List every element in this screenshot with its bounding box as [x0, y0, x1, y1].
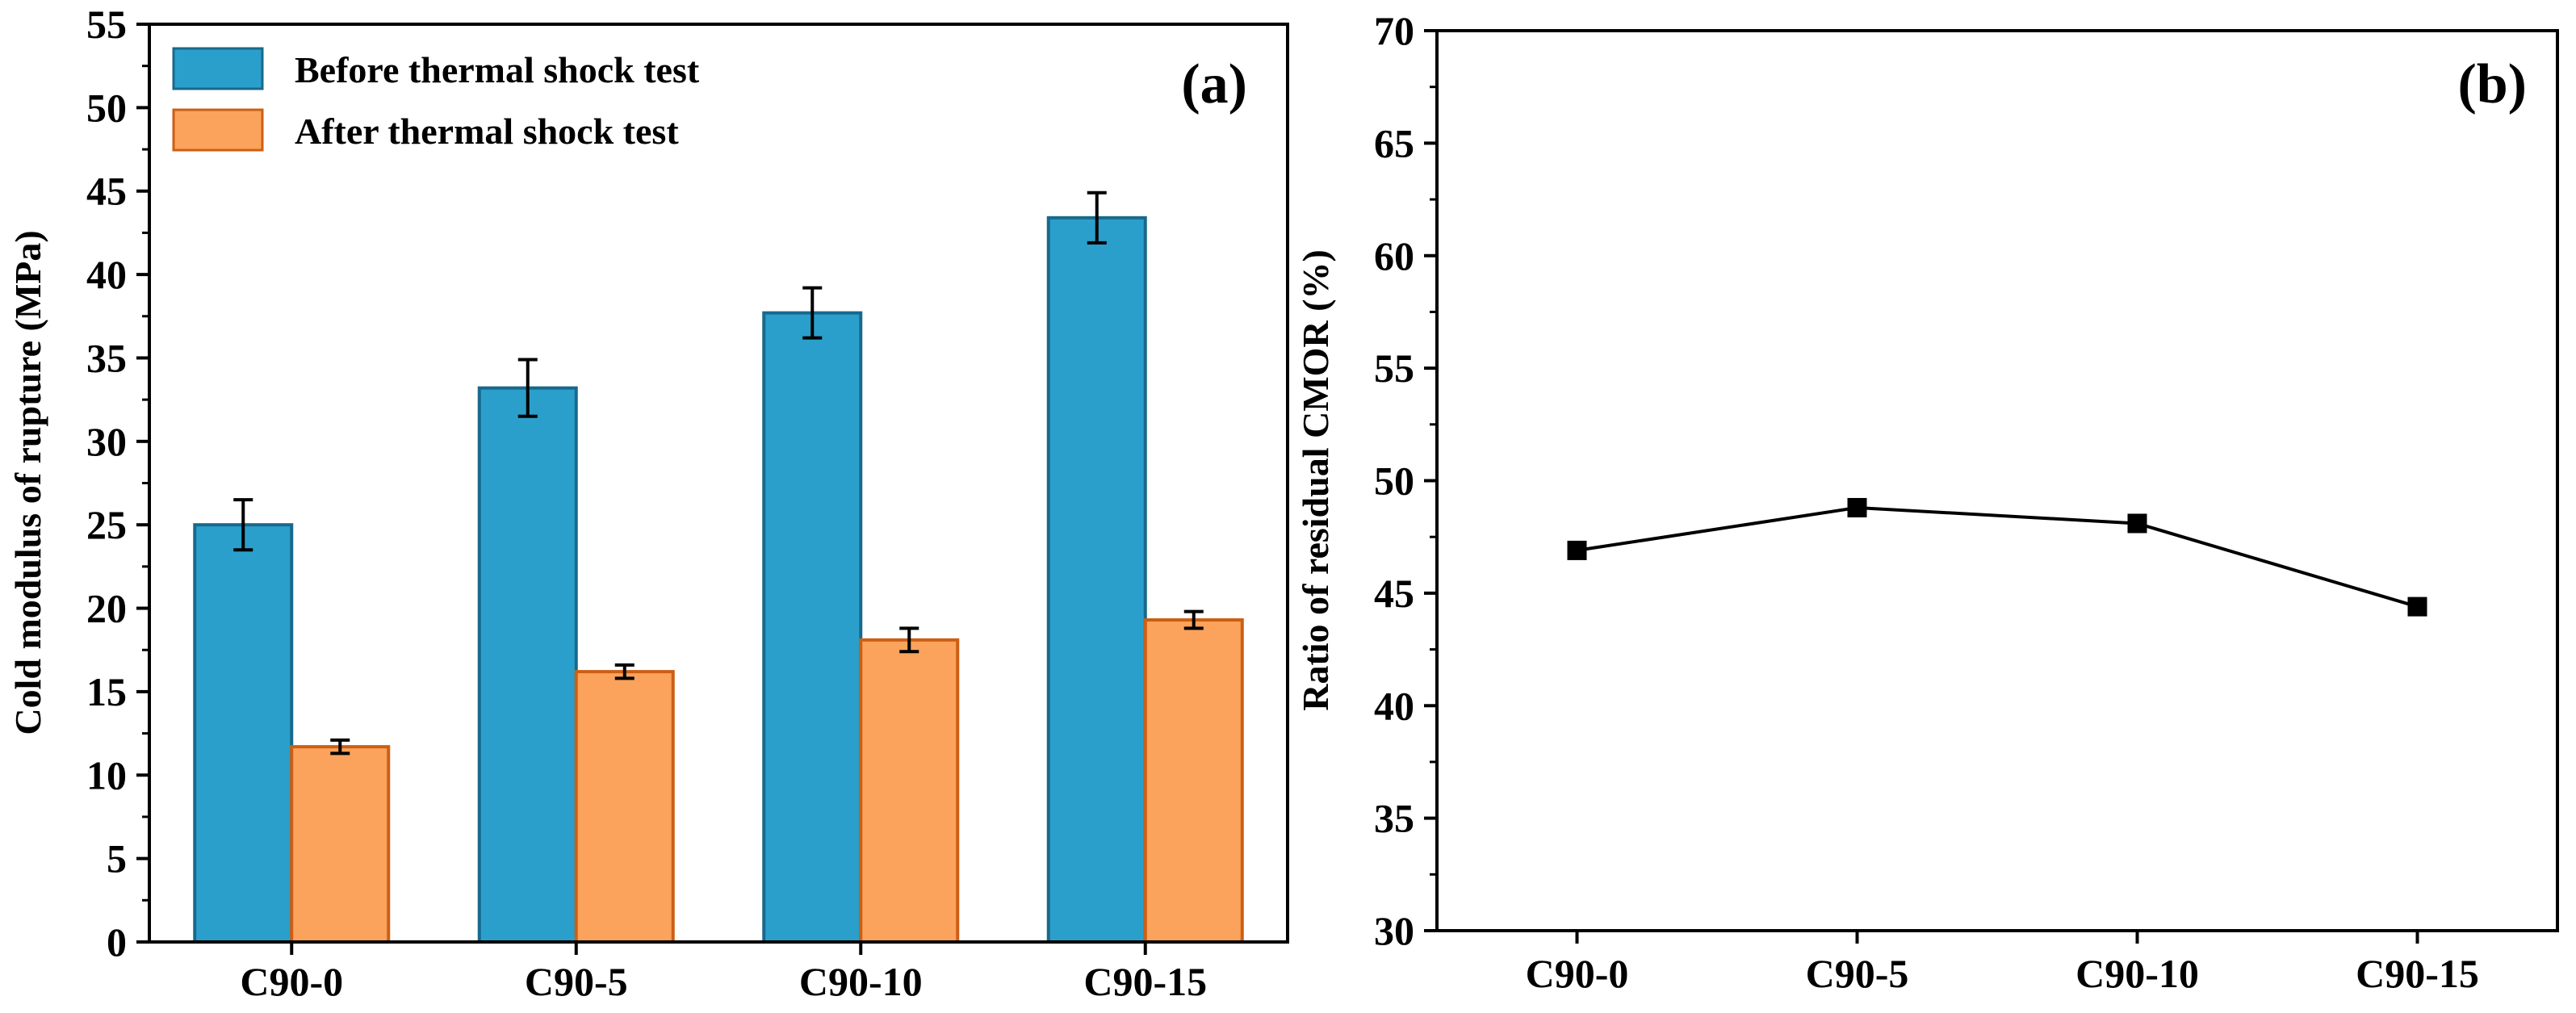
bar-before-C90-10 [762, 311, 863, 944]
panel-b-line-series [1567, 497, 2427, 617]
y-tick-label: 5 [107, 836, 127, 881]
y-tick-label: 15 [86, 669, 127, 714]
x-tick-label: C90-0 [240, 959, 343, 1004]
y-tick-label: 50 [86, 85, 127, 130]
panel-b-y-ticks: 30 35 40 45 50 55 60 65 70 [1374, 8, 1437, 953]
y-tick-label: 50 [1374, 458, 1414, 504]
data-point-C90-5 [1847, 497, 1867, 517]
panel-b-x-ticks: C90-0 C90-5 C90-10 C90-15 [1526, 931, 2479, 996]
y-tick-label: 0 [107, 919, 127, 965]
x-tick-label: C90-15 [1083, 959, 1207, 1004]
y-tick-label: 35 [1374, 796, 1414, 841]
y-tick-label: 55 [1374, 345, 1414, 391]
legend-swatch-before [172, 47, 264, 90]
bar-after-C90-10 [859, 638, 960, 944]
panel-a-y-axis-title: Cold modulus of rupture (MPa) [7, 230, 48, 735]
data-point-C90-0 [1567, 540, 1587, 560]
bar-after-C90-0 [290, 745, 391, 944]
panel-b-y-axis-title: Ratio of residual CMOR (%) [1295, 249, 1336, 711]
x-tick-label: C90-0 [1526, 951, 1629, 996]
panel-a-legend: Before thermal shock test After thermal … [172, 47, 700, 152]
legend-label-before: Before thermal shock test [295, 49, 700, 90]
x-tick-label: C90-5 [1806, 951, 1909, 996]
x-tick-label: C90-10 [2075, 951, 2199, 996]
series-line [1577, 505, 2419, 609]
y-tick-label: 60 [1374, 233, 1414, 278]
panel-a-x-ticks: C90-0 C90-5 C90-10 C90-15 [240, 942, 1207, 1004]
y-tick-label: 55 [86, 2, 127, 47]
y-tick-label: 35 [86, 335, 127, 380]
x-tick-label: C90-10 [799, 959, 923, 1004]
x-tick-label: C90-15 [2356, 951, 2479, 996]
y-tick-label: 10 [86, 752, 127, 797]
bar-before-C90-5 [477, 386, 578, 944]
bar-before-C90-0 [193, 523, 294, 944]
y-tick-label: 40 [1374, 683, 1414, 728]
panel-a-label: (a) [1181, 53, 1247, 115]
y-tick-label: 30 [86, 419, 127, 464]
x-tick-label: C90-5 [525, 959, 628, 1004]
legend-swatch-after [172, 108, 264, 152]
panel-a-bars [193, 216, 1244, 944]
y-tick-label: 40 [86, 252, 127, 297]
y-tick-label: 20 [86, 586, 127, 631]
y-tick-label: 30 [1374, 908, 1414, 953]
panel-b-label: (b) [2457, 53, 2527, 115]
panel-b-plot-frame [1435, 29, 2559, 932]
legend-label-after: After thermal shock test [295, 111, 679, 152]
bar-after-C90-15 [1143, 618, 1244, 944]
y-tick-label: 25 [86, 502, 127, 547]
data-point-C90-10 [2127, 513, 2147, 534]
y-tick-label: 45 [86, 169, 127, 214]
bar-after-C90-5 [574, 670, 675, 944]
panel-a-y-ticks: 0 5 10 15 20 25 30 35 40 45 50 55 [86, 2, 149, 965]
panel-b: 30 35 40 45 50 55 60 65 70 C90-0 C90-5 C90-10 C90-1… [1295, 8, 2559, 996]
y-tick-label: 70 [1374, 8, 1414, 53]
y-tick-label: 65 [1374, 120, 1414, 165]
data-point-C90-15 [2407, 596, 2427, 617]
bar-before-C90-15 [1046, 216, 1147, 944]
panel-a-error-bars [233, 190, 1204, 756]
y-tick-label: 45 [1374, 571, 1414, 616]
